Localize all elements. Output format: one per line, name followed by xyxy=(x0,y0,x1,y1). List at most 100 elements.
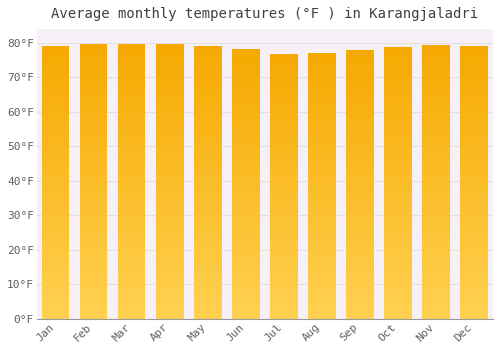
Bar xyxy=(346,265,374,268)
Bar xyxy=(308,209,336,212)
Bar xyxy=(194,131,222,134)
Bar xyxy=(308,83,336,86)
Bar xyxy=(346,238,374,242)
Bar xyxy=(42,210,70,213)
Bar xyxy=(460,138,487,142)
Bar xyxy=(384,146,411,149)
Bar xyxy=(384,135,411,139)
Bar xyxy=(118,250,146,254)
Bar xyxy=(384,241,411,244)
Bar xyxy=(460,309,487,312)
Bar xyxy=(156,288,184,292)
Bar xyxy=(308,180,336,183)
Bar xyxy=(308,53,336,57)
Bar xyxy=(384,302,411,305)
Bar xyxy=(194,186,222,189)
Bar xyxy=(270,187,297,190)
Bar xyxy=(194,285,222,288)
Bar xyxy=(384,217,411,220)
Bar xyxy=(308,153,336,156)
Bar xyxy=(308,312,336,316)
Bar xyxy=(194,121,222,124)
Bar xyxy=(270,57,297,61)
Bar xyxy=(156,61,184,64)
Bar xyxy=(80,78,108,82)
Bar xyxy=(80,71,108,75)
Bar xyxy=(384,118,411,122)
Bar xyxy=(232,279,260,282)
Bar xyxy=(118,281,146,285)
Bar xyxy=(156,82,184,85)
Bar xyxy=(346,275,374,279)
Bar xyxy=(156,216,184,219)
Bar xyxy=(156,133,184,137)
Bar xyxy=(346,195,374,198)
Bar xyxy=(194,172,222,175)
Bar xyxy=(346,84,374,87)
Bar xyxy=(118,219,146,223)
Bar xyxy=(42,138,70,142)
Bar xyxy=(270,216,297,219)
Bar xyxy=(346,107,374,111)
Bar xyxy=(384,190,411,193)
Bar xyxy=(346,57,374,60)
Bar xyxy=(42,50,70,53)
Bar xyxy=(384,292,411,295)
Bar xyxy=(194,312,222,315)
Bar xyxy=(42,46,70,50)
Bar xyxy=(346,100,374,104)
Bar xyxy=(118,240,146,243)
Bar xyxy=(384,64,411,68)
Bar xyxy=(270,296,297,299)
Bar xyxy=(118,154,146,158)
Bar xyxy=(232,140,260,144)
Bar xyxy=(460,152,487,155)
Bar xyxy=(232,302,260,306)
Bar xyxy=(270,273,297,276)
Bar xyxy=(118,295,146,298)
Bar xyxy=(232,255,260,258)
Bar xyxy=(42,271,70,275)
Bar xyxy=(194,66,222,70)
Bar xyxy=(118,202,146,205)
Bar xyxy=(194,90,222,93)
Bar xyxy=(80,216,108,219)
Bar xyxy=(118,130,146,133)
Bar xyxy=(232,228,260,231)
Bar xyxy=(80,116,108,119)
Bar xyxy=(118,309,146,312)
Bar xyxy=(422,172,450,175)
Bar xyxy=(42,213,70,217)
Bar xyxy=(232,97,260,100)
Bar xyxy=(42,57,70,60)
Bar xyxy=(80,61,108,64)
Bar xyxy=(308,302,336,306)
Bar xyxy=(194,264,222,268)
Bar xyxy=(422,147,450,151)
Bar xyxy=(42,135,70,138)
Bar xyxy=(346,144,374,148)
Bar xyxy=(42,309,70,312)
Bar xyxy=(384,139,411,142)
Bar xyxy=(156,89,184,92)
Bar xyxy=(118,209,146,212)
Bar xyxy=(422,199,450,202)
Bar xyxy=(42,94,70,97)
Bar xyxy=(422,267,450,271)
Bar xyxy=(156,109,184,113)
Bar xyxy=(80,133,108,137)
Bar xyxy=(460,57,487,60)
Bar xyxy=(80,178,108,181)
Bar xyxy=(460,196,487,200)
Bar xyxy=(42,80,70,84)
Bar xyxy=(346,154,374,158)
Bar xyxy=(270,309,297,312)
Bar xyxy=(156,147,184,150)
Bar xyxy=(308,169,336,173)
Bar xyxy=(384,254,411,258)
Bar xyxy=(308,282,336,286)
Bar xyxy=(232,157,260,161)
Bar xyxy=(118,96,146,99)
Bar xyxy=(232,235,260,238)
Bar xyxy=(384,234,411,237)
